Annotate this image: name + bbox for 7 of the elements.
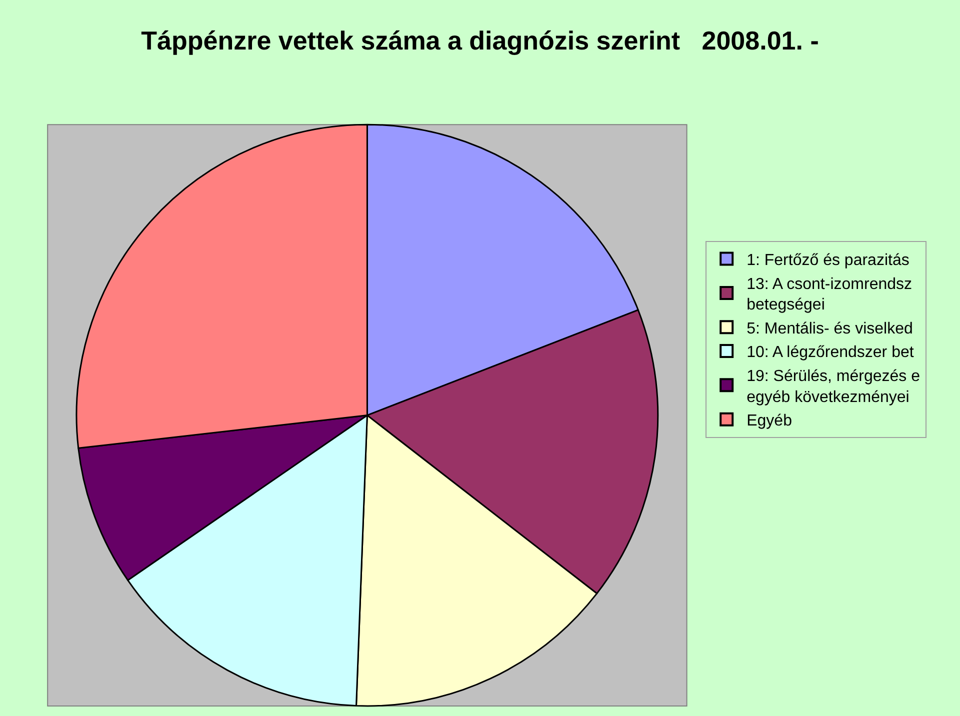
- legend-label: 5: Mentális- és viselked: [746, 320, 913, 338]
- legend-label: 10: A légzőrendszer bet: [746, 344, 914, 362]
- legend-label: Egyéb: [746, 412, 792, 430]
- legend-label: 1: Fertőző és parazitás: [746, 252, 910, 270]
- chart-title: Táppénzre vettek száma a diagnózis szerint 2008.01. -: [141, 25, 819, 56]
- legend-label: 13: A csont-izomrendsz betegségei: [746, 276, 912, 314]
- legend-label: 19: Sérülés, mérgezés e egyéb következményei: [746, 368, 920, 406]
